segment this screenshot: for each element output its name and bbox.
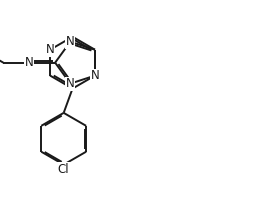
Text: N: N xyxy=(25,56,34,69)
Text: N: N xyxy=(66,77,75,90)
Text: N: N xyxy=(91,69,99,82)
Text: N: N xyxy=(66,35,75,48)
Text: Cl: Cl xyxy=(58,163,69,176)
Text: N: N xyxy=(46,43,54,56)
